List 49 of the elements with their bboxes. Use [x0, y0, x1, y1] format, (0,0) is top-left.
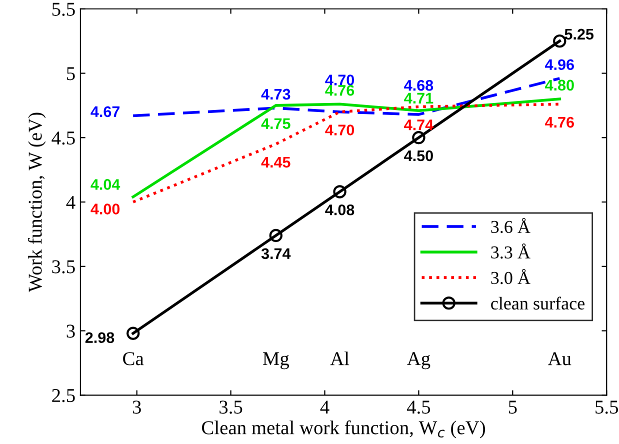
y-tick-label: 4.5 [52, 132, 75, 145]
legend-label: 3.6 Å [491, 218, 530, 234]
data-label: 4.50 [404, 150, 433, 162]
data-label: 3.74 [261, 248, 291, 260]
data-label: 4.80 [545, 80, 574, 91]
x-tick-label: 3 [132, 400, 141, 414]
data-label: 5.25 [564, 28, 594, 40]
data-label: 4.76 [325, 84, 354, 96]
data-label: 2.98 [85, 332, 114, 344]
y-tick-label: 2.5 [52, 389, 75, 402]
data-label: 4.70 [325, 124, 354, 136]
y-tick-label: 3.5 [52, 260, 75, 274]
x-axis-title: Clean metal work function, W$_{c}$ (eV) [202, 420, 486, 438]
data-label: 4.74 [404, 120, 434, 130]
y-tick-label: 5.5 [52, 2, 75, 16]
data-label: 4.67 [90, 106, 120, 118]
annotation: Ca [123, 352, 144, 366]
legend-label: 3.3 Å [491, 243, 530, 259]
data-label: 4.70 [325, 74, 354, 86]
point [269, 228, 282, 242]
y-axis-title: Work function, W (eV) [28, 112, 46, 292]
x-tick-label: 4 [320, 400, 330, 414]
annotation: Al [330, 352, 350, 366]
data-label: 4.96 [545, 59, 574, 70]
legend-label: 3.0 Å [491, 269, 530, 284]
data-label: 4.08 [325, 204, 354, 216]
annotation: Au [548, 352, 572, 366]
y-tick-label: 3 [66, 324, 75, 338]
data-label: 4.68 [404, 80, 434, 91]
data-label: 4.00 [90, 204, 120, 214]
data-label: 4.71 [404, 92, 434, 104]
point [333, 185, 346, 198]
point [553, 34, 566, 48]
data-label: 4.73 [261, 88, 290, 100]
data-label: 4.04 [90, 179, 120, 190]
y-tick-label: 4 [66, 196, 76, 209]
point [412, 131, 426, 144]
data-label: 4.75 [261, 118, 290, 129]
annotation: Mg [262, 352, 290, 370]
data-label: 4.45 [261, 156, 290, 168]
y-tick-label: 5 [67, 67, 75, 80]
annotation: Ag [407, 352, 430, 370]
x-tick-label: 4.5 [406, 400, 430, 414]
data-label: 4.76 [545, 116, 574, 128]
legend-label: clean surface [491, 296, 584, 310]
x-tick-label: 5 [508, 400, 517, 414]
x-tick-label: 3.5 [220, 400, 242, 414]
point [126, 326, 140, 340]
x-tick-label: 5.5 [596, 400, 618, 414]
